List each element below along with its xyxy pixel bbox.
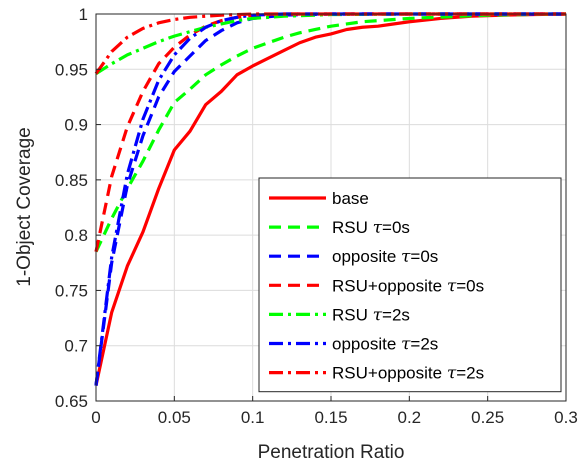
x-tick-label: 0.3 [554, 408, 578, 427]
series-line-2 [94, 12, 567, 253]
y-tick-label: 0.75 [55, 281, 88, 300]
x-tick-label: 0.2 [398, 408, 422, 427]
y-tick-label: 0.7 [64, 337, 88, 356]
x-tick-label: 0.1 [241, 408, 265, 427]
x-axis-title: Penetration Ratio [258, 442, 405, 463]
legend-label: RSU τ=2s [332, 305, 410, 325]
legend-label: base [332, 189, 369, 208]
y-tick-label: 0.9 [64, 116, 88, 135]
legend-label: opposite τ=2s [332, 335, 438, 355]
y-tick-label: 0.8 [64, 226, 88, 245]
series-line-3 [94, 12, 566, 386]
series-line-7 [94, 12, 566, 75]
y-tick-label: 0.95 [55, 60, 88, 79]
x-tick-label: 0.05 [158, 408, 191, 427]
legend-label: opposite τ=0s [332, 247, 438, 267]
legend: base RSU τ=0s opposite τ=0s RSU+opposite τ=… [258, 177, 562, 393]
axis-ticks: 0 0.05 0.1 0.15 0.2 0.25 0.3 0.65 0.7 0.75 0.8 0.85… [55, 5, 578, 427]
y-tick-label: 1 [79, 5, 88, 24]
x-tick-label: 0 [91, 408, 100, 427]
y-tick-label: 0.85 [55, 171, 88, 190]
legend-label: RSU+opposite τ=0s [332, 276, 484, 296]
legend-label: RSU+opposite τ=2s [332, 364, 484, 384]
series-lines [94, 12, 567, 386]
y-tick-label: 0.65 [55, 392, 88, 411]
legend-label: RSU τ=0s [332, 218, 410, 238]
series-line-6 [94, 12, 566, 386]
x-tick-label: 0.25 [471, 408, 504, 427]
y-axis-title: 1-Object Coverage [14, 127, 35, 286]
x-tick-label: 0.15 [314, 408, 347, 427]
